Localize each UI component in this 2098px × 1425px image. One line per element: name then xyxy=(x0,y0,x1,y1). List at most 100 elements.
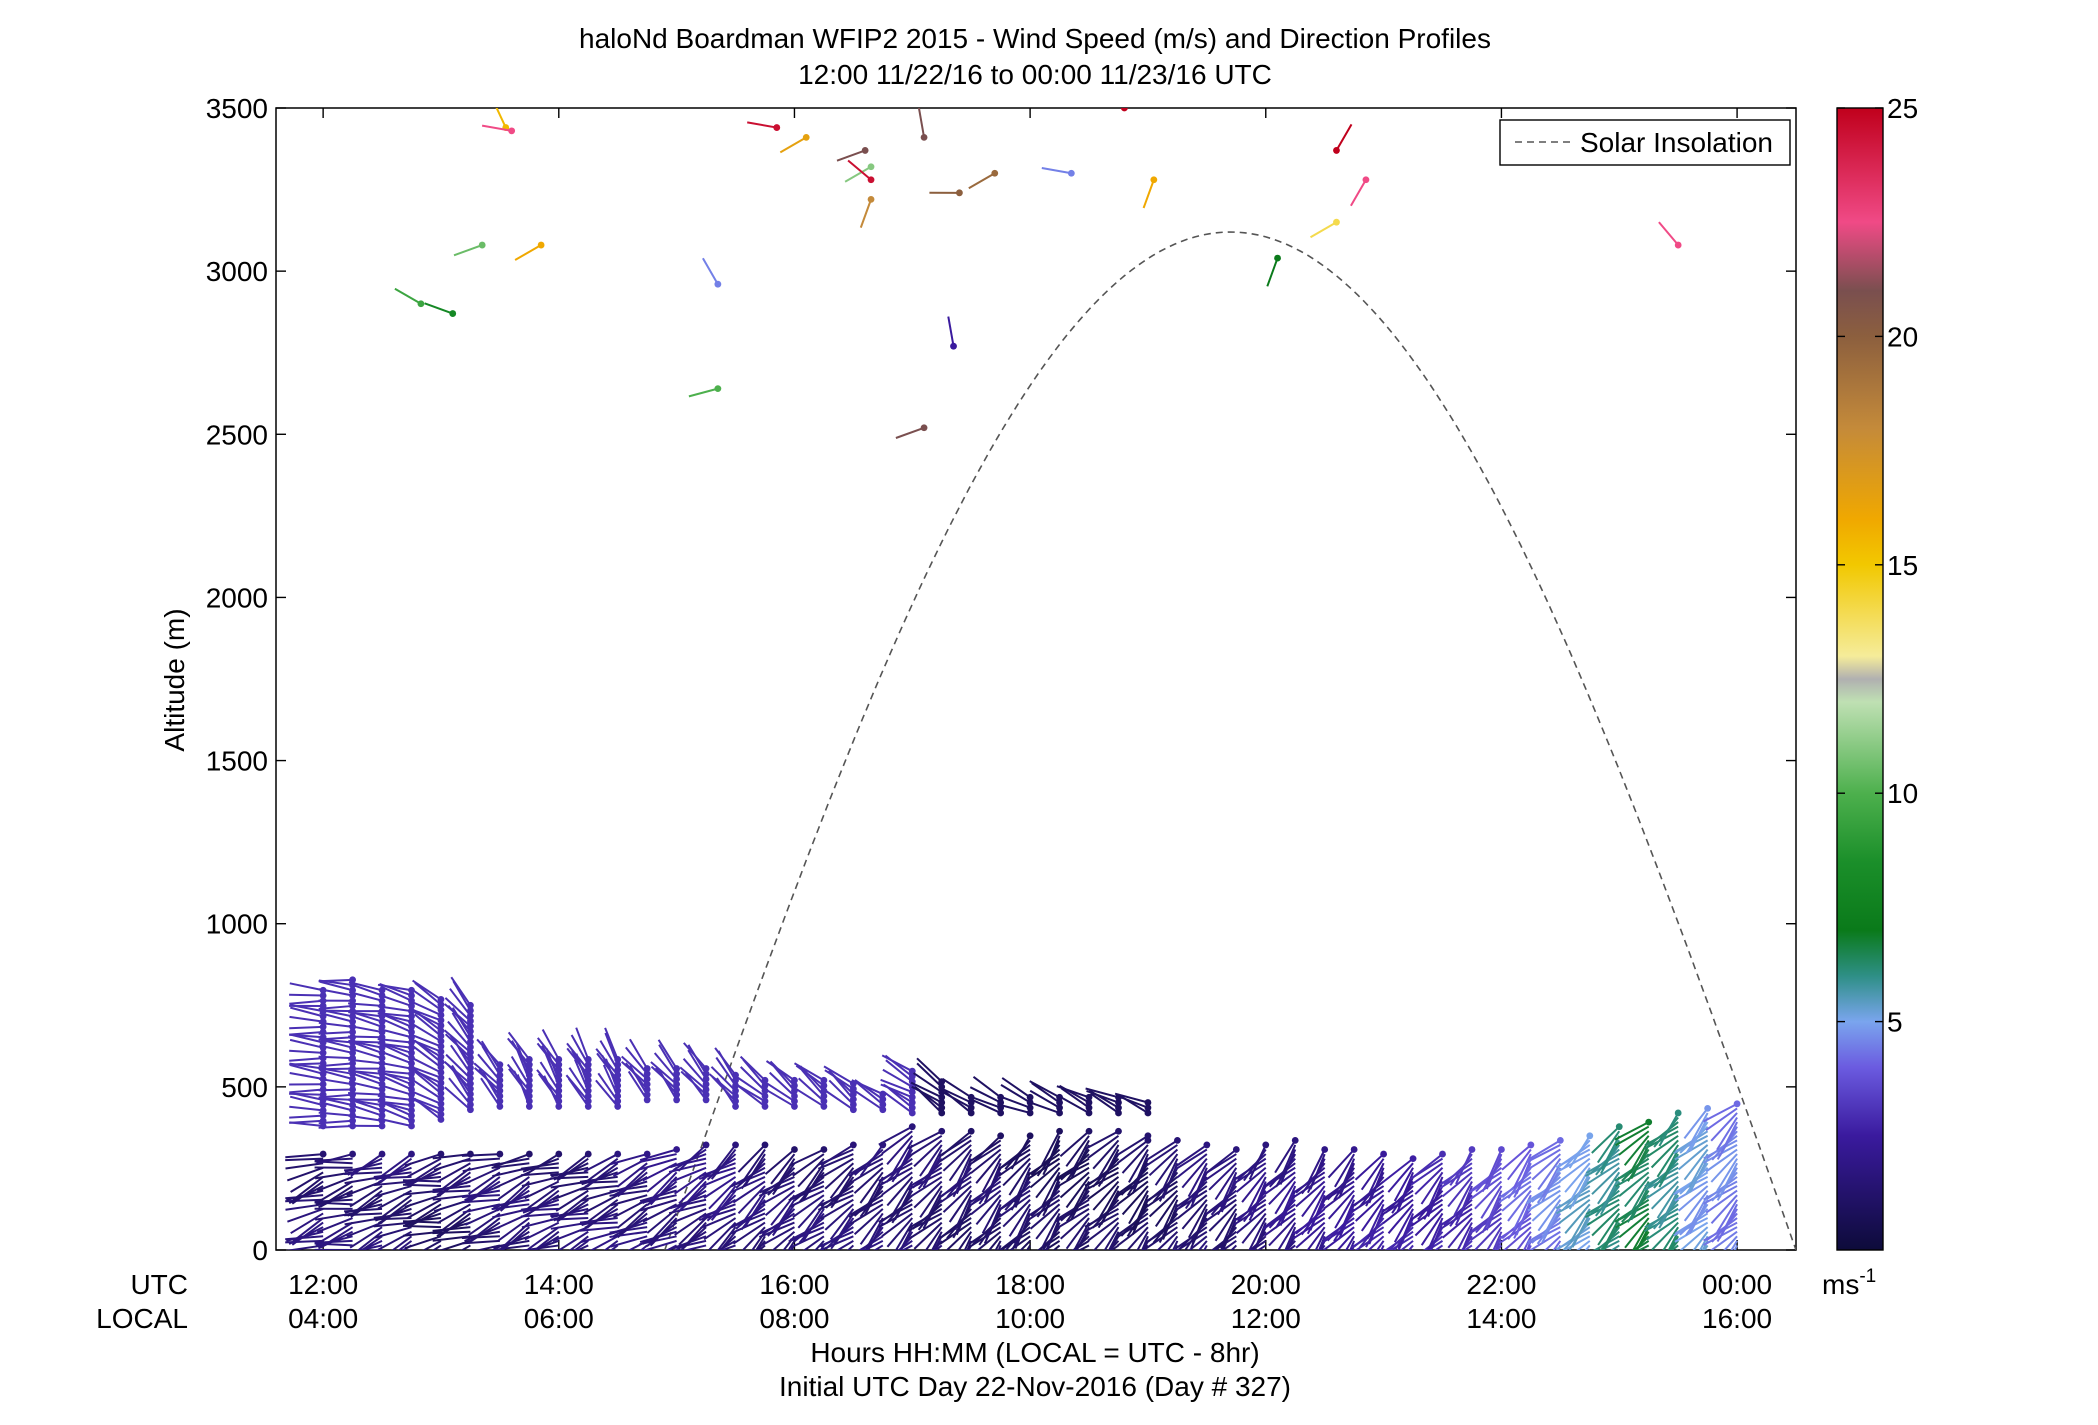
wind-barb-staff xyxy=(290,1171,324,1193)
wind-barb xyxy=(1387,1162,1414,1193)
wind-barb xyxy=(318,1086,356,1093)
wind-barb xyxy=(700,1171,736,1188)
wind-barb-staff xyxy=(1456,1222,1473,1250)
wind-barb xyxy=(373,1221,412,1228)
wind-barb-staff xyxy=(939,1087,972,1104)
wind-barb-staff xyxy=(379,1050,412,1065)
wind-barb-staff xyxy=(319,1101,353,1112)
wind-barb-staff xyxy=(1154,1153,1179,1186)
wind-barb xyxy=(1531,1194,1562,1222)
wind-barb xyxy=(1558,1157,1591,1183)
wind-barb-staff xyxy=(1019,1240,1031,1250)
wind-barb xyxy=(350,1150,386,1177)
wind-barb xyxy=(1646,1249,1649,1250)
wind-barb-dot xyxy=(1144,1132,1152,1140)
wind-barb-dot xyxy=(555,1087,563,1095)
wind-barb xyxy=(1507,1148,1532,1181)
wind-barb xyxy=(1268,1217,1296,1247)
wind-barb xyxy=(789,1189,825,1208)
wind-barb xyxy=(1345,1235,1356,1250)
wind-barb xyxy=(318,1117,356,1125)
wind-barb xyxy=(972,1176,1002,1204)
wind-barb xyxy=(506,1063,533,1095)
wind-barb-staff xyxy=(829,1208,855,1240)
wind-barb-dot xyxy=(732,1141,739,1149)
wind-barb xyxy=(931,1231,943,1250)
wind-barb-dot xyxy=(467,1012,474,1020)
wind-barb xyxy=(703,1217,737,1241)
wind-barb-staff xyxy=(491,1244,530,1250)
wind-barb-staff xyxy=(1208,1203,1238,1232)
wind-barb-dot xyxy=(319,1049,327,1057)
wind-barb xyxy=(881,1249,883,1250)
wind-barb-staff xyxy=(413,1046,442,1069)
wind-barb-dot xyxy=(525,1087,533,1095)
wind-barb xyxy=(1614,1118,1653,1141)
wind-barb-staff xyxy=(377,1012,412,1018)
wind-barb-staff xyxy=(468,1249,471,1250)
wind-barb xyxy=(650,1061,681,1088)
wind-barb-staff xyxy=(1098,1144,1120,1179)
wind-barb xyxy=(1669,1240,1679,1250)
x-tick-label-local: 16:00 xyxy=(1702,1303,1772,1334)
wind-barb-staff xyxy=(422,1239,442,1250)
wind-barb-staff xyxy=(1527,1139,1561,1161)
wind-barb xyxy=(292,1217,324,1243)
x-tick-label-utc: 12:00 xyxy=(288,1269,358,1300)
wind-barb-staff xyxy=(583,1153,619,1173)
wind-barb-dot xyxy=(584,1097,592,1105)
wind-barb-dot xyxy=(1115,1109,1122,1117)
wind-barb xyxy=(795,1064,828,1089)
wind-barb-dot xyxy=(1085,1127,1093,1135)
wind-barb-staff xyxy=(1689,1117,1709,1152)
wind-barb-dot xyxy=(702,1086,710,1093)
wind-barb-staff xyxy=(556,1198,589,1223)
wind-barb xyxy=(1427,1217,1444,1250)
wind-barb-staff xyxy=(408,1203,442,1226)
wind-barb-staff xyxy=(1065,1135,1090,1167)
wind-barb xyxy=(939,1249,942,1250)
wind-barb-staff xyxy=(864,1217,884,1250)
wind-barb-dot xyxy=(761,1097,769,1105)
wind-barb-staff xyxy=(1688,1153,1709,1188)
wind-barb xyxy=(881,1212,913,1238)
wind-barb-staff xyxy=(1004,1139,1031,1170)
wind-barb xyxy=(1144,1136,1181,1162)
wind-barb xyxy=(520,1166,559,1171)
wind-barb xyxy=(743,1194,766,1228)
wind-barb xyxy=(424,302,457,317)
wind-barb-staff xyxy=(997,1103,1031,1114)
wind-barb xyxy=(1120,108,1128,112)
wind-barb-dot xyxy=(791,1082,798,1089)
wind-barb-dot xyxy=(1333,147,1340,154)
solar-insolation-curve xyxy=(664,231,1796,1250)
wind-barb-staff xyxy=(642,1239,677,1250)
wind-barb xyxy=(1658,221,1682,249)
wind-barb-staff xyxy=(289,1105,324,1112)
wind-barb xyxy=(491,1244,530,1250)
wind-barb xyxy=(1425,1176,1444,1213)
wind-barb xyxy=(1205,1146,1240,1174)
wind-barb xyxy=(1128,1190,1149,1225)
wind-barb xyxy=(1647,1121,1679,1147)
wind-barb xyxy=(432,1244,442,1250)
wind-barb-dot xyxy=(525,1071,533,1079)
wind-barb xyxy=(349,1226,383,1249)
wind-barb-staff xyxy=(897,1240,913,1250)
wind-barb xyxy=(1142,176,1158,209)
wind-barb-dot xyxy=(791,1076,798,1084)
wind-barb xyxy=(650,1065,681,1093)
wind-barb-staff xyxy=(1121,1185,1149,1216)
wind-barb xyxy=(803,1235,825,1250)
wind-barb-staff xyxy=(1230,1244,1238,1250)
wind-barb xyxy=(461,1157,500,1162)
wind-barb-staff xyxy=(552,1226,589,1242)
wind-barb-staff xyxy=(1205,1249,1207,1250)
wind-barb-dot xyxy=(437,1150,445,1158)
wind-barb-staff xyxy=(909,1217,943,1240)
wind-barb xyxy=(1562,1221,1591,1250)
wind-barb xyxy=(1307,1190,1326,1226)
wind-barb xyxy=(595,1079,622,1110)
wind-barb-dot xyxy=(555,1066,563,1074)
wind-barb-staff xyxy=(349,1071,383,1086)
